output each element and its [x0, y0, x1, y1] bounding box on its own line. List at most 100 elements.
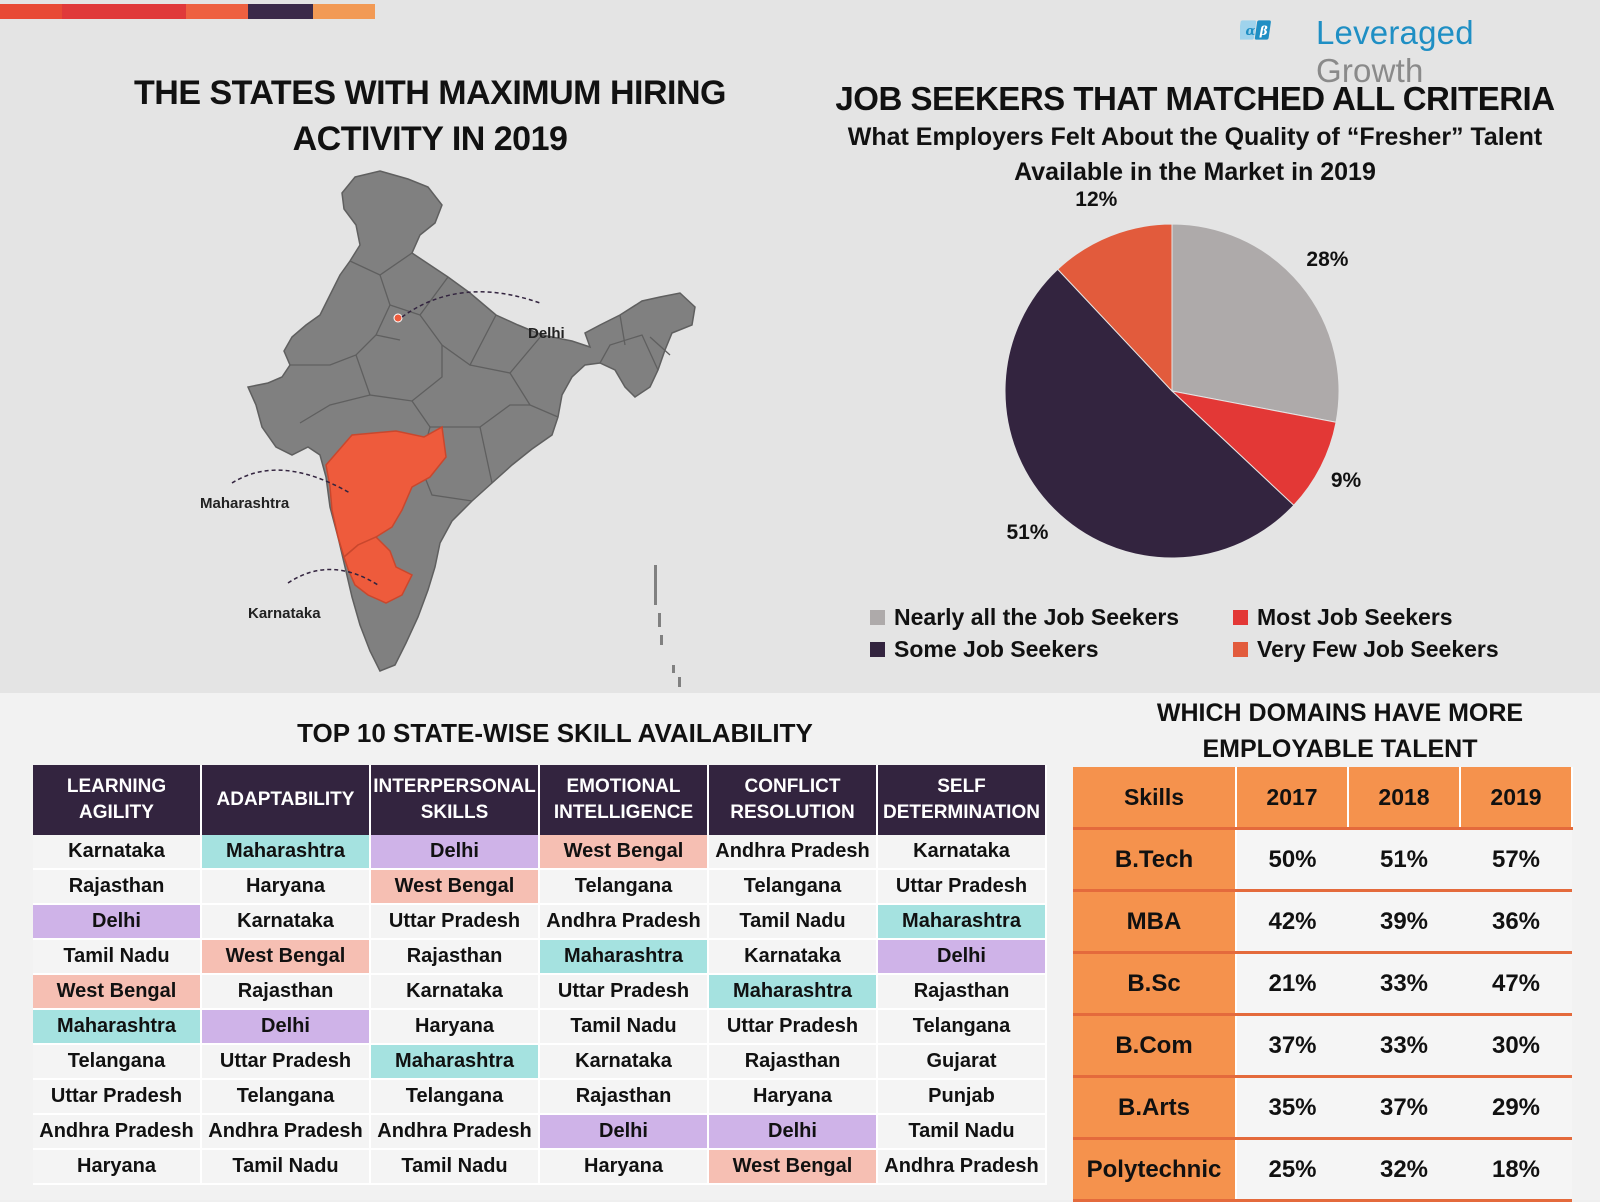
- state-borders: [290, 252, 671, 502]
- domains-table: Skills 2017 2018 2019 B.Tech 50% 51% 57% MBA 42%…: [1073, 767, 1573, 1202]
- domains-column-header: 2017: [1236, 767, 1349, 830]
- svg-text:β: β: [1259, 24, 1268, 38]
- table-row: MBA 42% 39% 36%: [1073, 890, 1572, 954]
- india-outline: [246, 170, 696, 672]
- skills-cell: Punjab: [878, 1080, 1047, 1115]
- skills-cell: Rajasthan: [709, 1045, 878, 1080]
- stripe-segment: [248, 4, 313, 19]
- legend-item-some: Some Job Seekers: [870, 636, 1099, 663]
- skills-cell: Uttar Pradesh: [878, 870, 1047, 905]
- skills-cell: Andhra Pradesh: [878, 1150, 1047, 1185]
- legend-label: Some Job Seekers: [894, 636, 1099, 662]
- skills-cell: West Bengal: [709, 1150, 878, 1185]
- skills-cell: Andhra Pradesh: [371, 1115, 540, 1150]
- skills-cell: Karnataka: [878, 835, 1047, 870]
- skills-cell: Haryana: [33, 1150, 202, 1185]
- delhi-marker: [393, 313, 403, 323]
- label-karnataka: Karnataka: [248, 605, 321, 622]
- skills-cell: Karnataka: [202, 905, 371, 940]
- skills-cell: Tamil Nadu: [540, 1010, 709, 1045]
- skills-cell: Telangana: [33, 1045, 202, 1080]
- legend-item-very-few: Very Few Job Seekers: [1233, 636, 1499, 663]
- domains-column-header: Skills: [1073, 767, 1237, 830]
- pie-data-label: 51%: [1006, 520, 1049, 544]
- table-row: Andhra Pradesh Andhra Pradesh Andhra Prade…: [33, 1115, 1047, 1150]
- table-row: Karnataka Maharashtra Delhi West Bengal Andh…: [33, 835, 1047, 870]
- domain-value-cell: 35%: [1236, 1076, 1348, 1140]
- karnataka-region: [343, 536, 414, 604]
- domain-value-cell: 36%: [1460, 890, 1572, 954]
- pie-legend: Nearly all the Job Seekers Most Job Seek…: [865, 602, 1545, 672]
- domain-value-cell: 29%: [1460, 1076, 1572, 1140]
- skills-cell: Delhi: [202, 1010, 371, 1045]
- domain-skill-cell: Polytechnic: [1073, 1138, 1237, 1202]
- skills-cell: Haryana: [202, 870, 371, 905]
- brand-logo: α β Leveraged Growth: [1240, 8, 1590, 89]
- domain-value-cell: 18%: [1460, 1138, 1572, 1202]
- skills-column-header: INTERPERSONAL SKILLS: [371, 765, 540, 835]
- skills-cell: West Bengal: [202, 940, 371, 975]
- island-dots: [654, 565, 681, 687]
- maharashtra-region: [325, 425, 447, 559]
- skills-cell: Maharashtra: [709, 975, 878, 1010]
- skills-cell: Maharashtra: [540, 940, 709, 975]
- domains-column-header: 2019: [1460, 767, 1573, 830]
- table-row: B.Arts 35% 37% 29%: [1073, 1076, 1572, 1140]
- domain-value-cell: 21%: [1236, 952, 1348, 1016]
- skills-cell: Uttar Pradesh: [371, 905, 540, 940]
- skills-cell: Karnataka: [371, 975, 540, 1010]
- domain-value-cell: 33%: [1348, 1014, 1460, 1078]
- domain-skill-cell: B.Com: [1073, 1014, 1237, 1078]
- skills-cell: Tamil Nadu: [709, 905, 878, 940]
- svg-text:α: α: [1246, 24, 1256, 39]
- stripe-segment: [186, 4, 248, 19]
- domains-table-title: WHICH DOMAINS HAVE MORE EMPLOYABLE TALEN…: [1156, 699, 1524, 763]
- skills-cell: Tamil Nadu: [33, 940, 202, 975]
- skills-cell: West Bengal: [371, 870, 540, 905]
- skills-cell: Delhi: [878, 940, 1047, 975]
- skills-column-header: LEARNING AGILITY: [33, 765, 202, 835]
- skills-cell: West Bengal: [540, 835, 709, 870]
- skills-cell: Delhi: [709, 1115, 878, 1150]
- domain-value-cell: 32%: [1348, 1138, 1460, 1202]
- skills-cell: Rajasthan: [540, 1080, 709, 1115]
- table-row: Delhi Karnataka Uttar Pradesh Andhra Prades…: [33, 905, 1047, 940]
- table-row: West Bengal Rajasthan Karnataka Uttar Prade…: [33, 975, 1047, 1010]
- skills-cell: Haryana: [371, 1010, 540, 1045]
- domain-value-cell: 33%: [1348, 952, 1460, 1016]
- legend-swatch: [870, 642, 885, 657]
- skills-column-header: CONFLICT RESOLUTION: [709, 765, 878, 835]
- pie-slice: [1004, 268, 1295, 559]
- legend-label: Nearly all the Job Seekers: [894, 604, 1180, 630]
- skills-cell: Telangana: [540, 870, 709, 905]
- table-row: Telangana Uttar Pradesh Maharashtra Karnata…: [33, 1045, 1047, 1080]
- legend-label: Most Job Seekers: [1257, 604, 1453, 630]
- skills-cell: Tamil Nadu: [878, 1115, 1047, 1150]
- map-title-line1: THE STATES WITH MAXIMUM HIRING: [134, 74, 726, 112]
- pie-chart-svg: [1004, 223, 1340, 559]
- domain-value-cell: 42%: [1236, 890, 1348, 954]
- skills-table: LEARNING AGILITY ADAPTABILITY INTERPERSONA…: [33, 765, 1047, 1185]
- skills-cell: Tamil Nadu: [202, 1150, 371, 1185]
- domain-value-cell: 47%: [1460, 952, 1572, 1016]
- legend-swatch: [870, 610, 885, 625]
- domains-column-header: 2018: [1348, 767, 1461, 830]
- skills-cell: Rajasthan: [878, 975, 1047, 1010]
- table-row: Tamil Nadu West Bengal Rajasthan Maharashtr…: [33, 940, 1047, 975]
- skills-cell: Haryana: [709, 1080, 878, 1115]
- skills-cell: Karnataka: [33, 835, 202, 870]
- skills-cell: Telangana: [709, 870, 878, 905]
- skills-column-header: ADAPTABILITY: [202, 765, 371, 835]
- skills-cell: Telangana: [878, 1010, 1047, 1045]
- table-row: B.Sc 21% 33% 47%: [1073, 952, 1572, 1016]
- domain-skill-cell: B.Arts: [1073, 1076, 1237, 1140]
- domain-value-cell: 51%: [1348, 828, 1460, 892]
- domain-value-cell: 57%: [1460, 828, 1572, 892]
- domain-value-cell: 37%: [1348, 1076, 1460, 1140]
- skills-cell: Karnataka: [709, 940, 878, 975]
- map-title: THE STATES WITH MAXIMUM HIRING ACTIVITY …: [90, 70, 770, 162]
- skills-cell: Maharashtra: [33, 1010, 202, 1045]
- skills-cell: Uttar Pradesh: [33, 1080, 202, 1115]
- logo-mark-icon: α β: [1240, 20, 1271, 40]
- skills-cell: Karnataka: [540, 1045, 709, 1080]
